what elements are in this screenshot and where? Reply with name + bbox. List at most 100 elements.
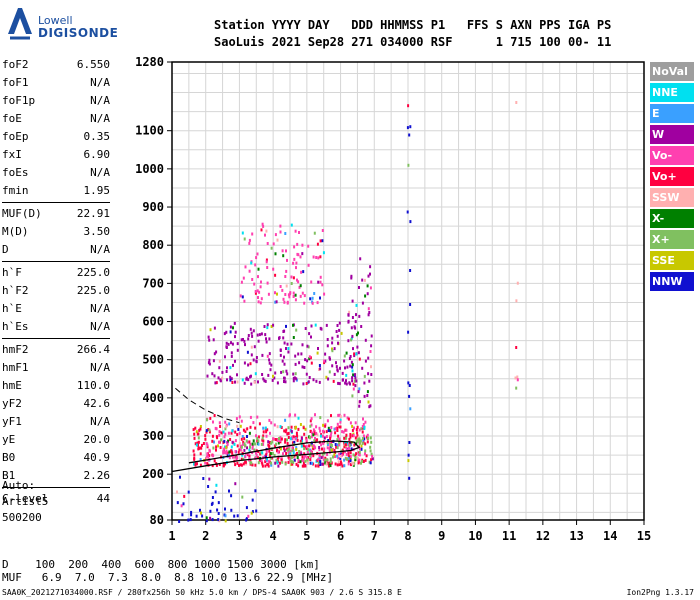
echo-point — [355, 379, 358, 383]
echo-point — [272, 242, 275, 246]
echo-point — [325, 375, 328, 379]
echo-point — [180, 504, 183, 508]
echo-point — [305, 438, 308, 442]
echo-point — [217, 376, 220, 380]
echo-point — [283, 380, 285, 383]
echo-point — [362, 460, 365, 463]
echo-point — [365, 454, 368, 458]
echo-point — [268, 337, 271, 341]
echo-point — [285, 269, 288, 273]
echo-point — [262, 442, 265, 446]
echo-point — [329, 450, 332, 454]
echo-point — [276, 439, 279, 442]
echo-point — [310, 280, 313, 284]
echo-point — [215, 350, 218, 354]
echo-point — [330, 444, 333, 447]
echo-point — [366, 284, 369, 288]
echo-point — [341, 371, 344, 375]
echo-point — [301, 252, 304, 256]
echo-point — [299, 439, 302, 443]
echo-point — [292, 435, 295, 439]
echo-point — [352, 373, 355, 377]
echo-point — [268, 460, 271, 464]
echo-point — [277, 464, 280, 468]
echo-point — [364, 294, 367, 298]
echo-point — [310, 324, 313, 328]
echo-point — [236, 342, 239, 346]
echo-point — [197, 443, 199, 447]
echo-point — [334, 455, 336, 458]
echo-point — [346, 365, 349, 369]
echo-point — [241, 453, 244, 457]
echo-point — [215, 381, 218, 385]
echo-point — [245, 517, 248, 521]
echo-point — [302, 426, 305, 430]
echo-point — [338, 452, 341, 456]
echo-point — [294, 362, 297, 366]
echo-point — [297, 352, 300, 356]
echo-point — [265, 434, 268, 438]
echo-point — [242, 338, 244, 341]
echo-point — [231, 429, 234, 433]
echo-point — [270, 246, 273, 250]
echo-point — [329, 441, 332, 445]
echo-point — [232, 326, 234, 330]
echo-point — [287, 347, 290, 350]
echo-point — [296, 438, 299, 442]
echo-point — [211, 496, 214, 499]
echo-point — [354, 373, 357, 377]
echo-point — [238, 431, 241, 435]
echo-point — [256, 333, 259, 337]
echo-cluster — [176, 475, 258, 523]
echo-point — [264, 379, 267, 383]
echo-point — [307, 461, 309, 465]
echo-point — [290, 456, 293, 459]
echo-point — [242, 440, 245, 444]
y-tick-label: 300 — [142, 429, 164, 443]
echo-point — [287, 293, 290, 297]
echo-point — [299, 423, 302, 426]
x-tick-label: 13 — [569, 529, 583, 543]
echo-point — [338, 321, 341, 325]
echo-point — [362, 423, 365, 426]
echo-point — [256, 252, 259, 256]
echo-point — [287, 431, 290, 435]
echo-point — [370, 440, 373, 444]
echo-point — [249, 425, 252, 429]
echo-point — [213, 440, 215, 444]
echo-point — [304, 454, 307, 457]
echo-point — [270, 456, 273, 460]
echo-point — [206, 374, 209, 378]
y-tick-label: 700 — [142, 276, 164, 290]
echo-point — [270, 325, 273, 328]
echo-point — [253, 380, 256, 384]
param-separator — [2, 261, 110, 262]
echo-point — [338, 463, 341, 467]
echo-point — [256, 436, 259, 440]
echo-point — [303, 301, 306, 305]
echo-point — [297, 458, 300, 462]
echo-point — [307, 263, 310, 267]
echo-point — [339, 456, 342, 460]
echo-cluster — [240, 436, 374, 466]
echo-point — [226, 366, 228, 370]
echo-point — [352, 382, 355, 386]
echo-point — [220, 431, 223, 435]
echo-point — [310, 423, 313, 427]
echo-point — [227, 342, 230, 346]
echo-point — [197, 432, 200, 436]
echo-point — [206, 452, 209, 456]
echo-point — [309, 454, 312, 458]
echo-point — [234, 450, 237, 454]
echo-point — [322, 429, 324, 433]
echo-point — [256, 415, 259, 419]
echo-point — [280, 426, 283, 429]
echo-cluster — [406, 104, 412, 480]
echo-point — [314, 413, 316, 417]
echo-point — [291, 441, 294, 445]
echo-point — [407, 459, 410, 463]
echo-point — [183, 494, 186, 498]
echo-point — [274, 444, 277, 448]
echo-point — [336, 369, 339, 373]
echo-point — [347, 319, 350, 323]
